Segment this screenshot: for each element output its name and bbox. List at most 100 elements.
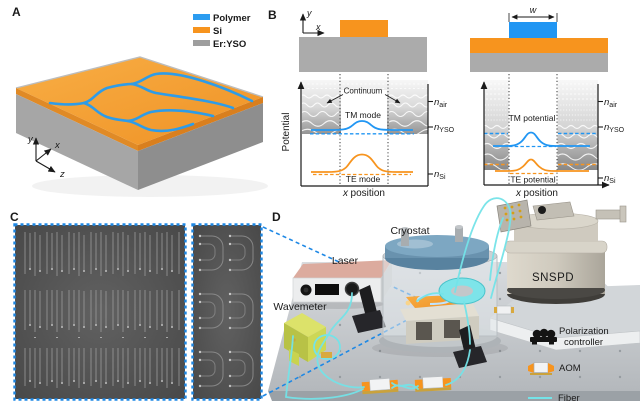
aom-base [415, 387, 452, 392]
aom-device-2 [414, 376, 452, 392]
panel-a: A Polymer Si Er:YSO y x z [12, 5, 268, 197]
wave-line [302, 102, 343, 108]
te-mode-label: TE mode [346, 174, 381, 184]
pin [518, 209, 522, 213]
waveguide-paths [48, 72, 254, 133]
continuum-pointer-right [384, 94, 401, 104]
axis-x-arrow [35, 148, 52, 162]
aom-label: AOM [559, 363, 581, 374]
x-position-label: x position [342, 188, 385, 199]
wave-line [555, 124, 598, 130]
legend-label-si: Si [213, 26, 222, 37]
aom-icon-base [530, 373, 552, 375]
waveguide-trunk [48, 101, 86, 106]
waveguide-branch-upper [82, 82, 134, 105]
optical-table-edge [268, 391, 640, 401]
yso-slab [299, 37, 427, 72]
wave-line [302, 110, 346, 118]
legend-label-eryso: Er:YSO [213, 39, 246, 50]
paddle-loop [532, 329, 542, 339]
wavemeter-label: Wavemeter [273, 301, 327, 313]
chip-3d [15, 56, 264, 190]
coupling-glow [405, 300, 411, 306]
continuum-pointer-left [326, 94, 344, 104]
wave-line [484, 142, 513, 150]
snspd-cylinder-body [507, 250, 605, 288]
inline-component [496, 305, 512, 315]
chip-shadow [32, 175, 268, 197]
chip-si-side-left [16, 88, 138, 151]
sem-image-right [193, 225, 261, 399]
potential-plot-loaded: nair nYSO nSi TM potential TE potential … [480, 74, 625, 199]
aom-device-1 [361, 377, 399, 395]
laser-display [315, 284, 339, 295]
snspd-pipe-flange [619, 205, 627, 223]
x-position-label: x position [515, 188, 558, 199]
wavemeter-illustration: Wavemeter [273, 301, 327, 366]
aom-icon [528, 362, 554, 375]
pin [503, 206, 507, 210]
fiber-positioner-1 [352, 285, 386, 333]
si-waveguide [340, 20, 388, 37]
waveguide-out-4 [126, 119, 195, 133]
wave-line [555, 133, 598, 139]
laser-label: Laser [332, 255, 359, 267]
width-label: w [530, 5, 537, 15]
aom-icon-body [533, 362, 549, 373]
fiber-laser-to-aom1 [316, 292, 365, 389]
paddle-loop [539, 328, 549, 338]
fiber-aom2-to-positioner [445, 349, 471, 386]
tm-potential-label: TM potential [509, 113, 556, 123]
axis-z-label: z [59, 169, 65, 180]
positioner-base [352, 310, 386, 333]
aom-body [422, 376, 444, 389]
pin [519, 215, 523, 219]
fiber-positioner-to-spool [463, 301, 471, 345]
cross-section-loaded: w [470, 5, 608, 72]
cryostat-label: Cryostat [390, 225, 429, 237]
n-si-label: nSi [604, 173, 616, 185]
wavemeter-front [284, 323, 308, 362]
fiber-coil-ferrule [321, 352, 332, 358]
te-potential-curve [495, 158, 589, 172]
positioner-base [453, 346, 487, 368]
cryostat-post-cap [455, 225, 463, 229]
tm-mode-curve [311, 120, 413, 131]
waveguide-out-2 [130, 82, 235, 110]
aom-cap [442, 378, 452, 388]
n-si-label: nSi [434, 169, 446, 181]
pin [517, 203, 521, 207]
device-array-band [20, 290, 180, 338]
wave-line [554, 163, 598, 170]
snspd-knob [538, 206, 546, 214]
zoom-box-border-right [191, 223, 263, 401]
wave-line [302, 94, 343, 99]
stage-notch [444, 320, 460, 338]
aom-icon-cap [528, 363, 534, 373]
chip-yso-side-right [138, 103, 263, 190]
aom-body [369, 377, 391, 392]
controller-base [530, 337, 557, 342]
pin [505, 218, 509, 222]
wave-line [484, 124, 513, 130]
inline-component-ferrule [494, 307, 497, 313]
chip-back-edge [15, 56, 264, 98]
cryostat-post-cap [401, 227, 409, 231]
aom-icon-cap [548, 363, 554, 373]
snspd-connector-panel [496, 199, 532, 233]
snspd-connector-pins [503, 203, 523, 222]
mini-axis-y-label: y [306, 8, 312, 18]
panel-c-label: C [10, 210, 19, 224]
cryostat-post [455, 227, 463, 242]
panel-a-axes [32, 137, 56, 173]
stage-top [400, 304, 479, 321]
fiber-aom-cross-2 [391, 382, 419, 390]
n-yso-label: nYSO [434, 122, 455, 134]
fiber-front-run [285, 388, 364, 400]
device-array-band [20, 348, 180, 392]
chip-yso-side-left [16, 94, 138, 190]
paddle-loop [546, 329, 556, 339]
wave-line [387, 94, 428, 99]
